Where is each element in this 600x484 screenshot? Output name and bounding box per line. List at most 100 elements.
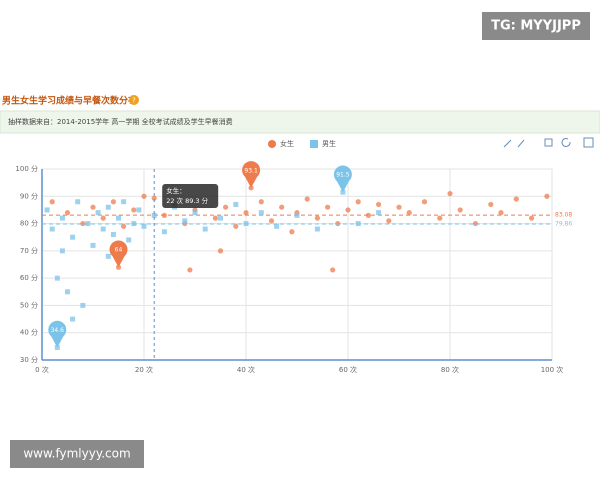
point	[268, 218, 275, 224]
point	[218, 215, 223, 221]
point	[100, 215, 106, 221]
pin	[242, 161, 261, 188]
legend-label: 男生	[322, 139, 336, 148]
point	[126, 237, 132, 243]
point	[100, 226, 106, 232]
point	[233, 201, 239, 207]
point	[376, 210, 382, 216]
point	[141, 223, 147, 229]
legend-label: 女生	[280, 139, 294, 148]
tool-button[interactable]	[503, 139, 512, 148]
point	[223, 204, 229, 210]
point	[49, 199, 55, 205]
point	[80, 220, 86, 227]
x-tick-label: 0 次	[35, 365, 49, 374]
tooltip	[162, 184, 219, 208]
point	[365, 212, 371, 218]
point	[121, 199, 127, 205]
point	[294, 212, 300, 218]
point	[70, 234, 76, 240]
point	[447, 190, 453, 197]
watermark-box	[10, 440, 144, 468]
tooltip-title: 女生：	[166, 186, 186, 195]
pin	[109, 240, 128, 268]
point	[314, 226, 320, 232]
legend-item[interactable]: 女生	[268, 139, 294, 148]
point	[110, 199, 116, 205]
tool-button[interactable]	[544, 138, 553, 147]
point	[121, 223, 127, 229]
x-tick-label: 60 次	[339, 365, 357, 374]
y-tick-label: 70 分	[20, 246, 38, 255]
pin	[333, 165, 352, 193]
point	[330, 267, 336, 273]
point	[355, 199, 361, 205]
point	[314, 215, 320, 221]
help-icon[interactable]	[129, 95, 139, 105]
point	[421, 199, 428, 205]
point	[59, 215, 65, 221]
point	[258, 199, 264, 205]
help-icon-text: ?	[132, 97, 136, 105]
pin-label: 64	[115, 247, 123, 254]
average-label: 83.08	[555, 212, 572, 219]
y-tick-label: 60 分	[20, 273, 38, 282]
tool-button[interactable]	[561, 138, 571, 147]
point	[54, 275, 60, 281]
point	[498, 210, 504, 216]
point	[65, 289, 70, 295]
point	[151, 195, 157, 201]
point	[406, 210, 412, 216]
point	[325, 204, 331, 210]
point	[59, 248, 65, 254]
point	[212, 215, 218, 221]
point	[64, 210, 71, 216]
point	[202, 226, 208, 232]
tool-button[interactable]	[583, 137, 594, 148]
point	[49, 226, 55, 232]
point	[233, 223, 239, 229]
point	[396, 204, 402, 210]
tool-button[interactable]	[517, 139, 525, 148]
point	[192, 210, 198, 216]
point	[472, 220, 479, 227]
pin-label: 91.5	[336, 172, 350, 179]
point	[161, 229, 167, 235]
point	[258, 210, 264, 216]
x-tick-label: 100 次	[541, 365, 564, 374]
point	[151, 212, 157, 218]
x-tick-label: 20 次	[135, 365, 153, 374]
point	[131, 207, 137, 213]
point	[141, 193, 147, 199]
point	[90, 242, 96, 248]
point	[70, 316, 76, 322]
point	[90, 204, 96, 210]
point	[110, 231, 116, 237]
source-note: 抽样数据来自：2014-2015学年 高一学期 全校考试成绩及学生早餐消费	[8, 117, 233, 126]
y-tick-label: 80 分	[20, 219, 38, 228]
point	[274, 223, 280, 229]
y-tick-label: 40 分	[20, 328, 38, 337]
y-tick-label: 50 分	[20, 300, 38, 309]
point	[116, 215, 121, 221]
point	[217, 248, 224, 254]
point	[457, 207, 463, 213]
point	[95, 210, 101, 216]
x-tick-label: 40 次	[237, 365, 255, 374]
point	[80, 302, 86, 308]
watermark: TG: MYYJJPP	[491, 19, 581, 34]
watermark-box	[482, 12, 590, 40]
point	[386, 218, 392, 224]
y-tick-label: 90 分	[20, 191, 38, 200]
point	[105, 204, 111, 210]
point	[544, 193, 550, 199]
pin-label: 34.6	[51, 327, 65, 334]
legend-swatch	[310, 140, 318, 148]
legend-item[interactable]: 男生	[310, 139, 336, 148]
point	[529, 215, 535, 221]
point	[187, 267, 193, 273]
y-tick-label: 30 分	[20, 355, 38, 364]
point	[437, 215, 443, 221]
average-label: 79.86	[555, 220, 572, 227]
point	[243, 210, 249, 216]
